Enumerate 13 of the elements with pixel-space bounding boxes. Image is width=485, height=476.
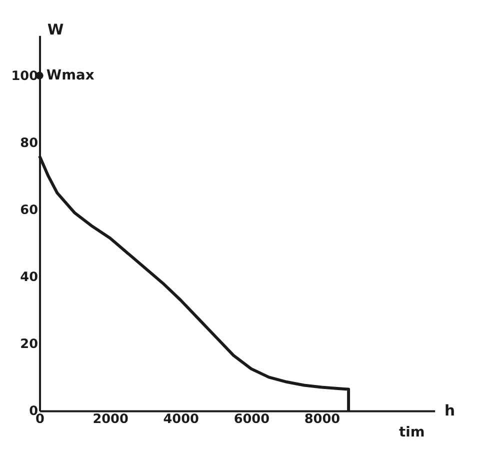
x-tick-label: 8000: [304, 412, 340, 428]
y-tick-label: 100: [11, 69, 38, 84]
y-tick-label: 80: [20, 136, 38, 152]
y-tick-label: 20: [20, 337, 38, 352]
y-axis-title: W: [47, 21, 64, 38]
x-axis-title: tim: [399, 424, 425, 440]
x-tick-label: 6000: [234, 412, 270, 428]
y-tick-label: 40: [20, 270, 38, 286]
y-tick-label: 60: [20, 203, 38, 218]
x-tick-label: 4000: [163, 412, 200, 428]
annotation: Wmax: [46, 68, 94, 84]
x-tick-label: 2000: [92, 412, 128, 428]
text: h: [444, 402, 456, 420]
